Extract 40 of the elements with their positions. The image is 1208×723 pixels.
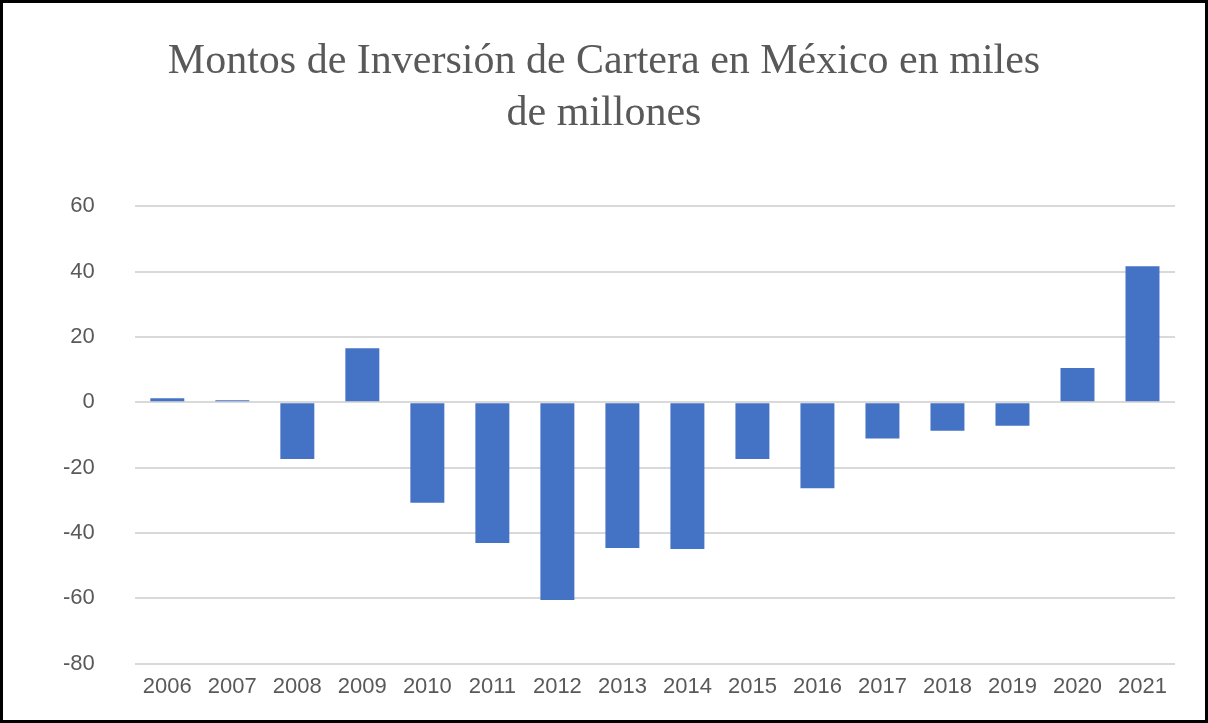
x-tick-label: 2010	[402, 672, 452, 698]
y-tick-label: -80	[63, 649, 95, 675]
bar	[995, 403, 1030, 426]
bar	[735, 403, 770, 460]
x-tick-label: 2013	[597, 672, 647, 698]
bar	[540, 403, 575, 600]
x-tick-label: 2020	[1053, 672, 1102, 698]
y-tick-label: 0	[82, 388, 95, 414]
x-tick-label: 2015	[727, 672, 777, 698]
x-tick-label: 2007	[207, 672, 257, 698]
y-tick-label: 60	[70, 192, 95, 218]
x-tick-label: 2006	[142, 672, 192, 698]
y-tick-label: 40	[70, 257, 95, 283]
y-tick-label: 20	[70, 322, 95, 348]
y-tick-label: -40	[63, 518, 95, 544]
bar	[800, 403, 835, 489]
bar	[605, 403, 640, 548]
bar	[670, 403, 705, 549]
x-tick-label: 2017	[857, 672, 907, 698]
bar	[1125, 266, 1160, 402]
y-tick-label: -60	[63, 584, 95, 610]
y-tick-label: -20	[63, 453, 95, 479]
x-tick-label: 2012	[532, 672, 582, 698]
bar	[930, 403, 965, 431]
bar	[475, 403, 510, 544]
x-tick-label: 2008	[272, 672, 322, 698]
bar	[150, 398, 185, 402]
x-tick-label: 2016	[792, 672, 842, 698]
x-tick-label: 2019	[987, 672, 1037, 698]
chart-title: Montos de Inversión de Cartera en México en miles de millones	[166, 35, 1042, 136]
bar	[865, 403, 900, 439]
x-tick-label: 2014	[662, 672, 712, 698]
x-tick-label: 2018	[922, 672, 972, 698]
bar	[280, 403, 315, 460]
bar	[1060, 367, 1095, 402]
x-tick-label: 2009	[337, 672, 387, 698]
x-tick-label: 2021	[1118, 672, 1167, 698]
bar	[410, 403, 445, 503]
bar	[345, 348, 380, 402]
x-tick-label: 2011	[468, 672, 517, 698]
